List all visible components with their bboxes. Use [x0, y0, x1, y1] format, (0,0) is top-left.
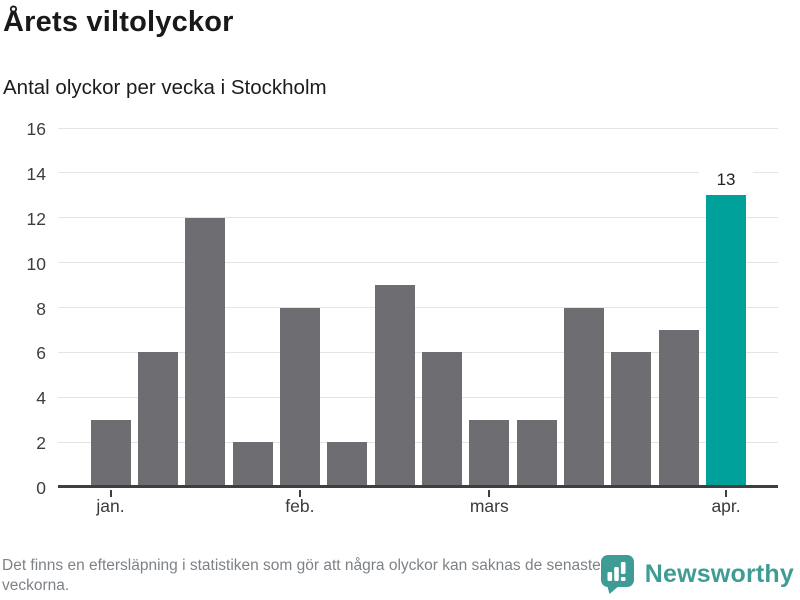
x-axis-tick-mars — [488, 490, 491, 497]
bar-week-13 — [658, 329, 699, 487]
newsworthy-brand: Newsworthy — [600, 552, 794, 596]
footer: Det finns en eftersläpning i statistiken… — [0, 552, 800, 600]
bar-week-9 — [469, 419, 510, 487]
x-axis-label-apr: apr. — [711, 496, 741, 516]
y-axis-label-16: 16 — [26, 119, 46, 139]
bar-week-11 — [564, 307, 604, 487]
gridline-y-6 — [58, 351, 778, 353]
x-axis-label-jan: jan. — [96, 496, 125, 516]
y-axis-label-8: 8 — [36, 298, 46, 319]
x-axis-tick-apr — [725, 490, 728, 497]
newsworthy-logo-icon — [600, 555, 634, 594]
x-axis-tick-feb — [298, 490, 301, 497]
y-axis-label-0: 0 — [36, 478, 46, 498]
bar-week-14 — [706, 195, 747, 487]
bar-week-2 — [137, 352, 178, 487]
gridline-y-14 — [58, 172, 778, 174]
y-axis-label-12: 12 — [26, 208, 46, 229]
footer-note: Det finns en eftersläpning i statistiken… — [2, 557, 601, 595]
bar-week-1 — [90, 419, 131, 487]
page-subtitle: Antal olyckor per vecka i Stockholm — [3, 76, 327, 99]
bar-week-3 — [185, 217, 226, 487]
bar-week-4 — [232, 442, 273, 487]
x-axis-line — [58, 485, 778, 488]
chart: 13 0 2 4 6 8 10 12 14 16 jan. feb. mars apr. — [0, 110, 800, 550]
y-axis-label-14: 14 — [26, 163, 46, 184]
y-axis-label-6: 6 — [36, 343, 46, 364]
bar-week-7 — [374, 285, 415, 487]
y-axis-label-2: 2 — [36, 433, 46, 454]
x-axis-tick-jan — [109, 490, 112, 497]
gridline-y-10 — [58, 262, 778, 264]
bar-value-label: 13 — [699, 169, 754, 193]
gridline-y-2 — [58, 441, 778, 443]
bar-week-12 — [611, 352, 652, 487]
page-title: Årets viltolyckor — [3, 6, 234, 38]
plot-area: 13 — [58, 127, 778, 488]
gridline-y-12 — [58, 217, 778, 219]
x-axis-label-mars: mars — [469, 496, 509, 516]
bar-week-8 — [421, 352, 462, 487]
newsworthy-wordmark: Newsworthy — [644, 559, 794, 588]
gridline-y-8 — [58, 307, 778, 308]
bar-week-10 — [516, 419, 557, 487]
bar-week-6 — [327, 442, 368, 487]
gridline-y-4 — [58, 396, 778, 398]
y-axis-label-4: 4 — [36, 388, 46, 409]
x-axis-label-feb: feb. — [285, 496, 315, 516]
y-axis-label-10: 10 — [26, 253, 46, 274]
bar-week-5 — [279, 307, 320, 487]
gridline-y-16 — [58, 127, 778, 129]
